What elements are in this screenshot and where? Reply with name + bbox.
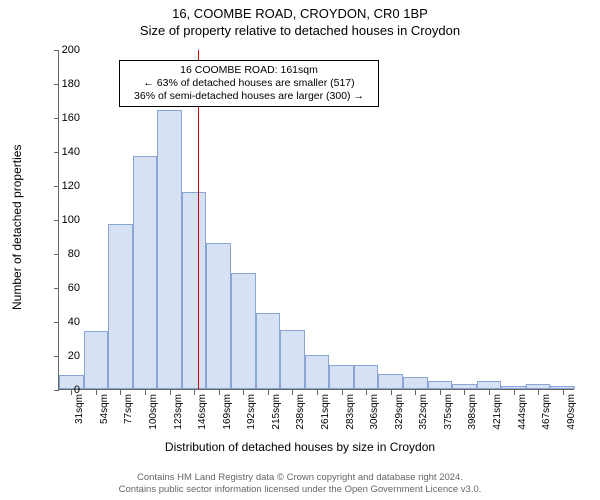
y-tick-label: 180 [50,78,80,90]
x-tick-mark [489,390,490,395]
histogram-bar [256,313,281,390]
histogram-bar [428,381,453,390]
annotation-line: 16 COOMBE ROAD: 161sqm [126,64,372,77]
title-sub: Size of property relative to detached ho… [0,21,600,38]
x-tick-label: 100sqm [148,394,159,430]
histogram-bar [305,355,330,389]
x-tick-mark [292,390,293,395]
y-tick-label: 200 [50,44,80,56]
y-axis-label: Number of detached properties [10,145,24,310]
x-tick-label: 283sqm [345,394,356,430]
plot-area: 16 COOMBE ROAD: 161sqm← 63% of detached … [58,50,574,390]
x-tick-mark [415,390,416,395]
footer-line-2: Contains public sector information licen… [0,484,600,496]
x-tick-mark [145,390,146,395]
x-tick-mark [170,390,171,395]
annotation-line: ← 63% of detached houses are smaller (51… [126,77,372,90]
x-tick-label: 467sqm [541,394,552,430]
x-tick-mark [317,390,318,395]
x-tick-label: 54sqm [99,394,110,424]
x-tick-mark [514,390,515,395]
annotation-box: 16 COOMBE ROAD: 161sqm← 63% of detached … [119,60,379,107]
x-tick-label: 238sqm [295,394,306,430]
x-tick-label: 77sqm [123,394,134,424]
x-tick-label: 31sqm [74,394,85,424]
histogram-bar [133,156,158,389]
histogram-bar [550,386,575,389]
annotation-line: 36% of semi-detached houses are larger (… [126,90,372,103]
x-tick-label: 352sqm [418,394,429,430]
y-tick-label: 80 [50,248,80,260]
x-tick-mark [391,390,392,395]
histogram-bar [157,110,182,389]
x-tick-label: 306sqm [369,394,380,430]
x-tick-label: 261sqm [320,394,331,430]
x-tick-mark [268,390,269,395]
x-tick-label: 444sqm [517,394,528,430]
title-main: 16, COOMBE ROAD, CROYDON, CR0 1BP [0,0,600,21]
x-tick-label: 398sqm [467,394,478,430]
histogram-bar [501,386,526,389]
y-tick-label: 60 [50,282,80,294]
x-tick-mark [563,390,564,395]
histogram-bar [84,331,109,389]
histogram-bar [354,365,379,389]
y-tick-label: 140 [50,146,80,158]
histogram-bar [329,365,354,389]
x-tick-mark [243,390,244,395]
histogram-bar [182,192,207,389]
histogram-bar [403,377,428,389]
histogram-bar [452,384,477,389]
histogram-bar [231,273,256,389]
y-tick-label: 20 [50,350,80,362]
x-tick-mark [366,390,367,395]
x-tick-mark [440,390,441,395]
y-tick-label: 100 [50,214,80,226]
x-tick-label: 490sqm [566,394,577,430]
x-tick-label: 375sqm [443,394,454,430]
chart-container: 16, COOMBE ROAD, CROYDON, CR0 1BP Size o… [0,0,600,500]
x-tick-label: 329sqm [394,394,405,430]
histogram-bar [108,224,133,389]
x-tick-mark [464,390,465,395]
x-tick-label: 146sqm [197,394,208,430]
x-tick-mark [219,390,220,395]
x-tick-mark [538,390,539,395]
x-tick-label: 123sqm [173,394,184,430]
x-tick-mark [342,390,343,395]
x-tick-label: 421sqm [492,394,503,430]
x-axis-label: Distribution of detached houses by size … [0,440,600,454]
footer-line-1: Contains HM Land Registry data © Crown c… [0,472,600,484]
x-tick-mark [120,390,121,395]
y-tick-label: 160 [50,112,80,124]
histogram-bar [477,381,502,390]
y-tick-label: 40 [50,316,80,328]
histogram-bar [378,374,403,389]
histogram-bar [526,384,551,389]
y-tick-label: 120 [50,180,80,192]
footer: Contains HM Land Registry data © Crown c… [0,472,600,496]
histogram-bar [206,243,231,389]
histogram-bar [280,330,305,390]
x-tick-mark [96,390,97,395]
x-tick-label: 215sqm [271,394,282,430]
x-tick-mark [194,390,195,395]
x-tick-label: 169sqm [222,394,233,430]
x-tick-label: 192sqm [246,394,257,430]
